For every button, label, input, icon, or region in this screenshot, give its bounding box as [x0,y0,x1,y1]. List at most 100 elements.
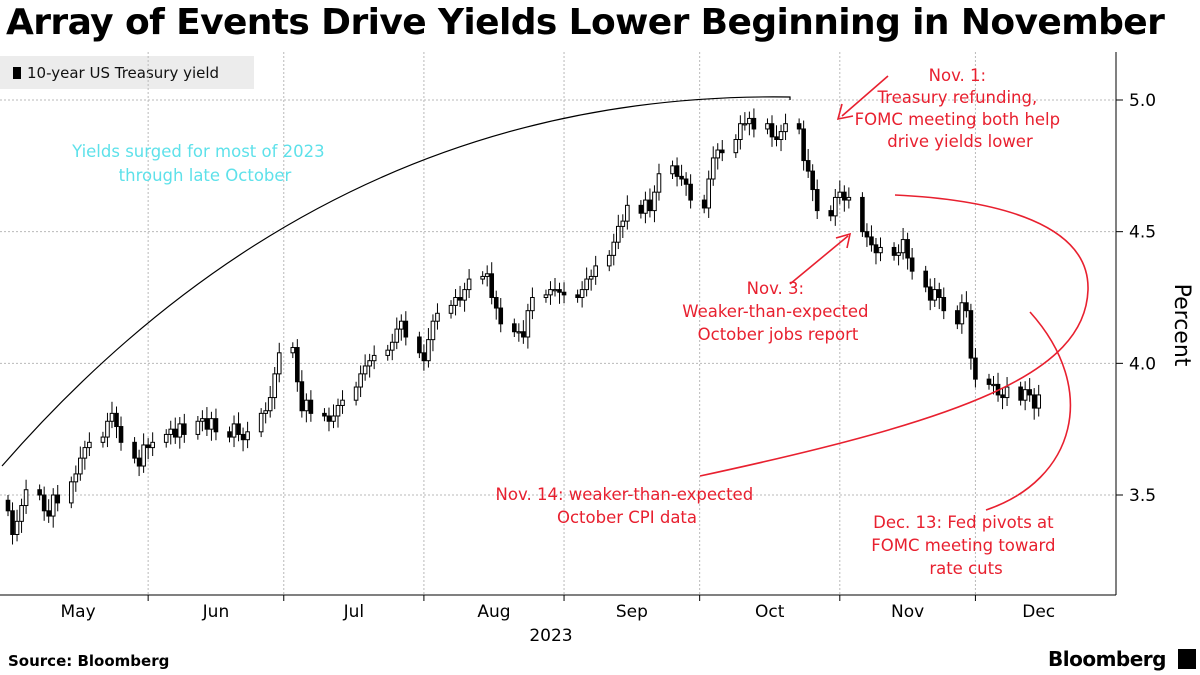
annotation-nov1-line-2: Treasury refunding, [877,88,1038,107]
candle-up [358,373,363,388]
candle-up [765,123,770,130]
candle-up [430,320,436,341]
candle-down [873,244,879,254]
nov1-arrow-line [841,75,889,117]
candle-up [389,341,395,351]
candle-up [362,365,368,375]
candle-down [869,236,874,246]
x-tick-label: May [60,602,95,622]
candle-up [606,254,612,267]
candle-down [421,352,427,362]
candle-up [991,383,996,387]
candle-down [213,418,219,433]
x-tick-label: Oct [755,602,785,622]
candle-down [145,444,151,449]
candle-up [846,196,852,201]
ticks-layer: 3.5 4.0 4.5 5.0 May Jun Jul Aug Sep Oct Nov Dec [60,91,1156,622]
annotation-dec13-line-1: Dec. 13: Fed pivots at [873,513,1054,532]
candle-down [326,415,332,422]
candle-down [498,307,504,325]
candle-down [489,273,495,298]
candle-up [837,191,843,198]
candle-up [1022,389,1028,401]
surge-arc [1,96,791,467]
candle-down [1000,394,1005,399]
candle-up [141,444,146,467]
candle-up [23,489,29,507]
candle-down [37,489,42,496]
candle-down [46,510,51,517]
candle-down [701,199,707,209]
candle-down [308,399,314,414]
candle-up [19,505,24,522]
x-tick-label: Jul [343,602,365,622]
candle-up [656,173,662,193]
nov14-curve [699,194,1089,477]
candle-up [109,412,115,422]
dec13-curve [985,311,1072,511]
candle-down [986,378,992,385]
candle-up [579,289,585,299]
candle-up [177,423,183,438]
candle-down [751,117,757,130]
candle-down [172,428,178,438]
candle-down [417,336,422,354]
annotation-nov1-line-3: FOMC meeting both help [855,110,1061,129]
y-tick-label: 4.5 [1129,223,1156,243]
candle-down [688,183,693,201]
candle-up [263,410,268,414]
annotation-nov14: Nov. 14: weaker-than-expected October CP… [496,485,759,527]
candle-up [670,165,675,175]
candle-up [385,349,391,356]
candle-up [584,278,589,291]
candle-up [353,386,359,401]
candle-up [258,412,264,433]
candle-up [611,241,617,256]
candle-down [891,246,897,256]
candle-up [525,310,531,338]
candle-down [968,310,974,359]
candle-down [936,289,942,299]
candle-up [331,415,336,422]
candle-up [150,441,155,449]
annotation-dec13-line-3: rate cuts [929,559,1002,578]
candle-down [132,441,137,459]
legend: 10-year US Treasury yield [0,56,254,89]
candle-down [240,433,246,441]
candle-up [1036,394,1042,409]
candle-up [832,196,838,217]
candle-up [747,117,752,125]
candle-up [304,399,309,412]
grid-layer [0,52,1116,595]
candle-up [878,246,883,254]
source-note: Source: Bloomberg [8,652,170,670]
candle-up [588,275,594,280]
candle-down [521,331,526,338]
candle-up [335,404,341,417]
candle-down [561,291,567,296]
candle-up [593,265,598,277]
candle-up [163,433,169,443]
annotation-nov3-line-1: Nov. 3: [747,279,804,298]
candle-up [733,139,739,154]
candle-up [466,278,472,291]
candle-down [774,136,779,141]
candle-down [814,189,820,212]
annotation-nov3-line-3: October jobs report [698,325,859,344]
candle-down [923,270,928,288]
candle-down [810,170,815,191]
candle-up [398,320,404,330]
candle-down [801,128,806,162]
candle-up [82,447,88,459]
candle-down [964,302,969,312]
x-tick-label: Nov [891,602,924,622]
candle-up [100,436,106,443]
candle-down [842,191,847,201]
candle-down [557,289,562,293]
candle-up [959,302,965,325]
candle-down [647,199,653,212]
candle-down [941,297,947,312]
candle-up [426,339,431,362]
candle-up [267,397,273,412]
